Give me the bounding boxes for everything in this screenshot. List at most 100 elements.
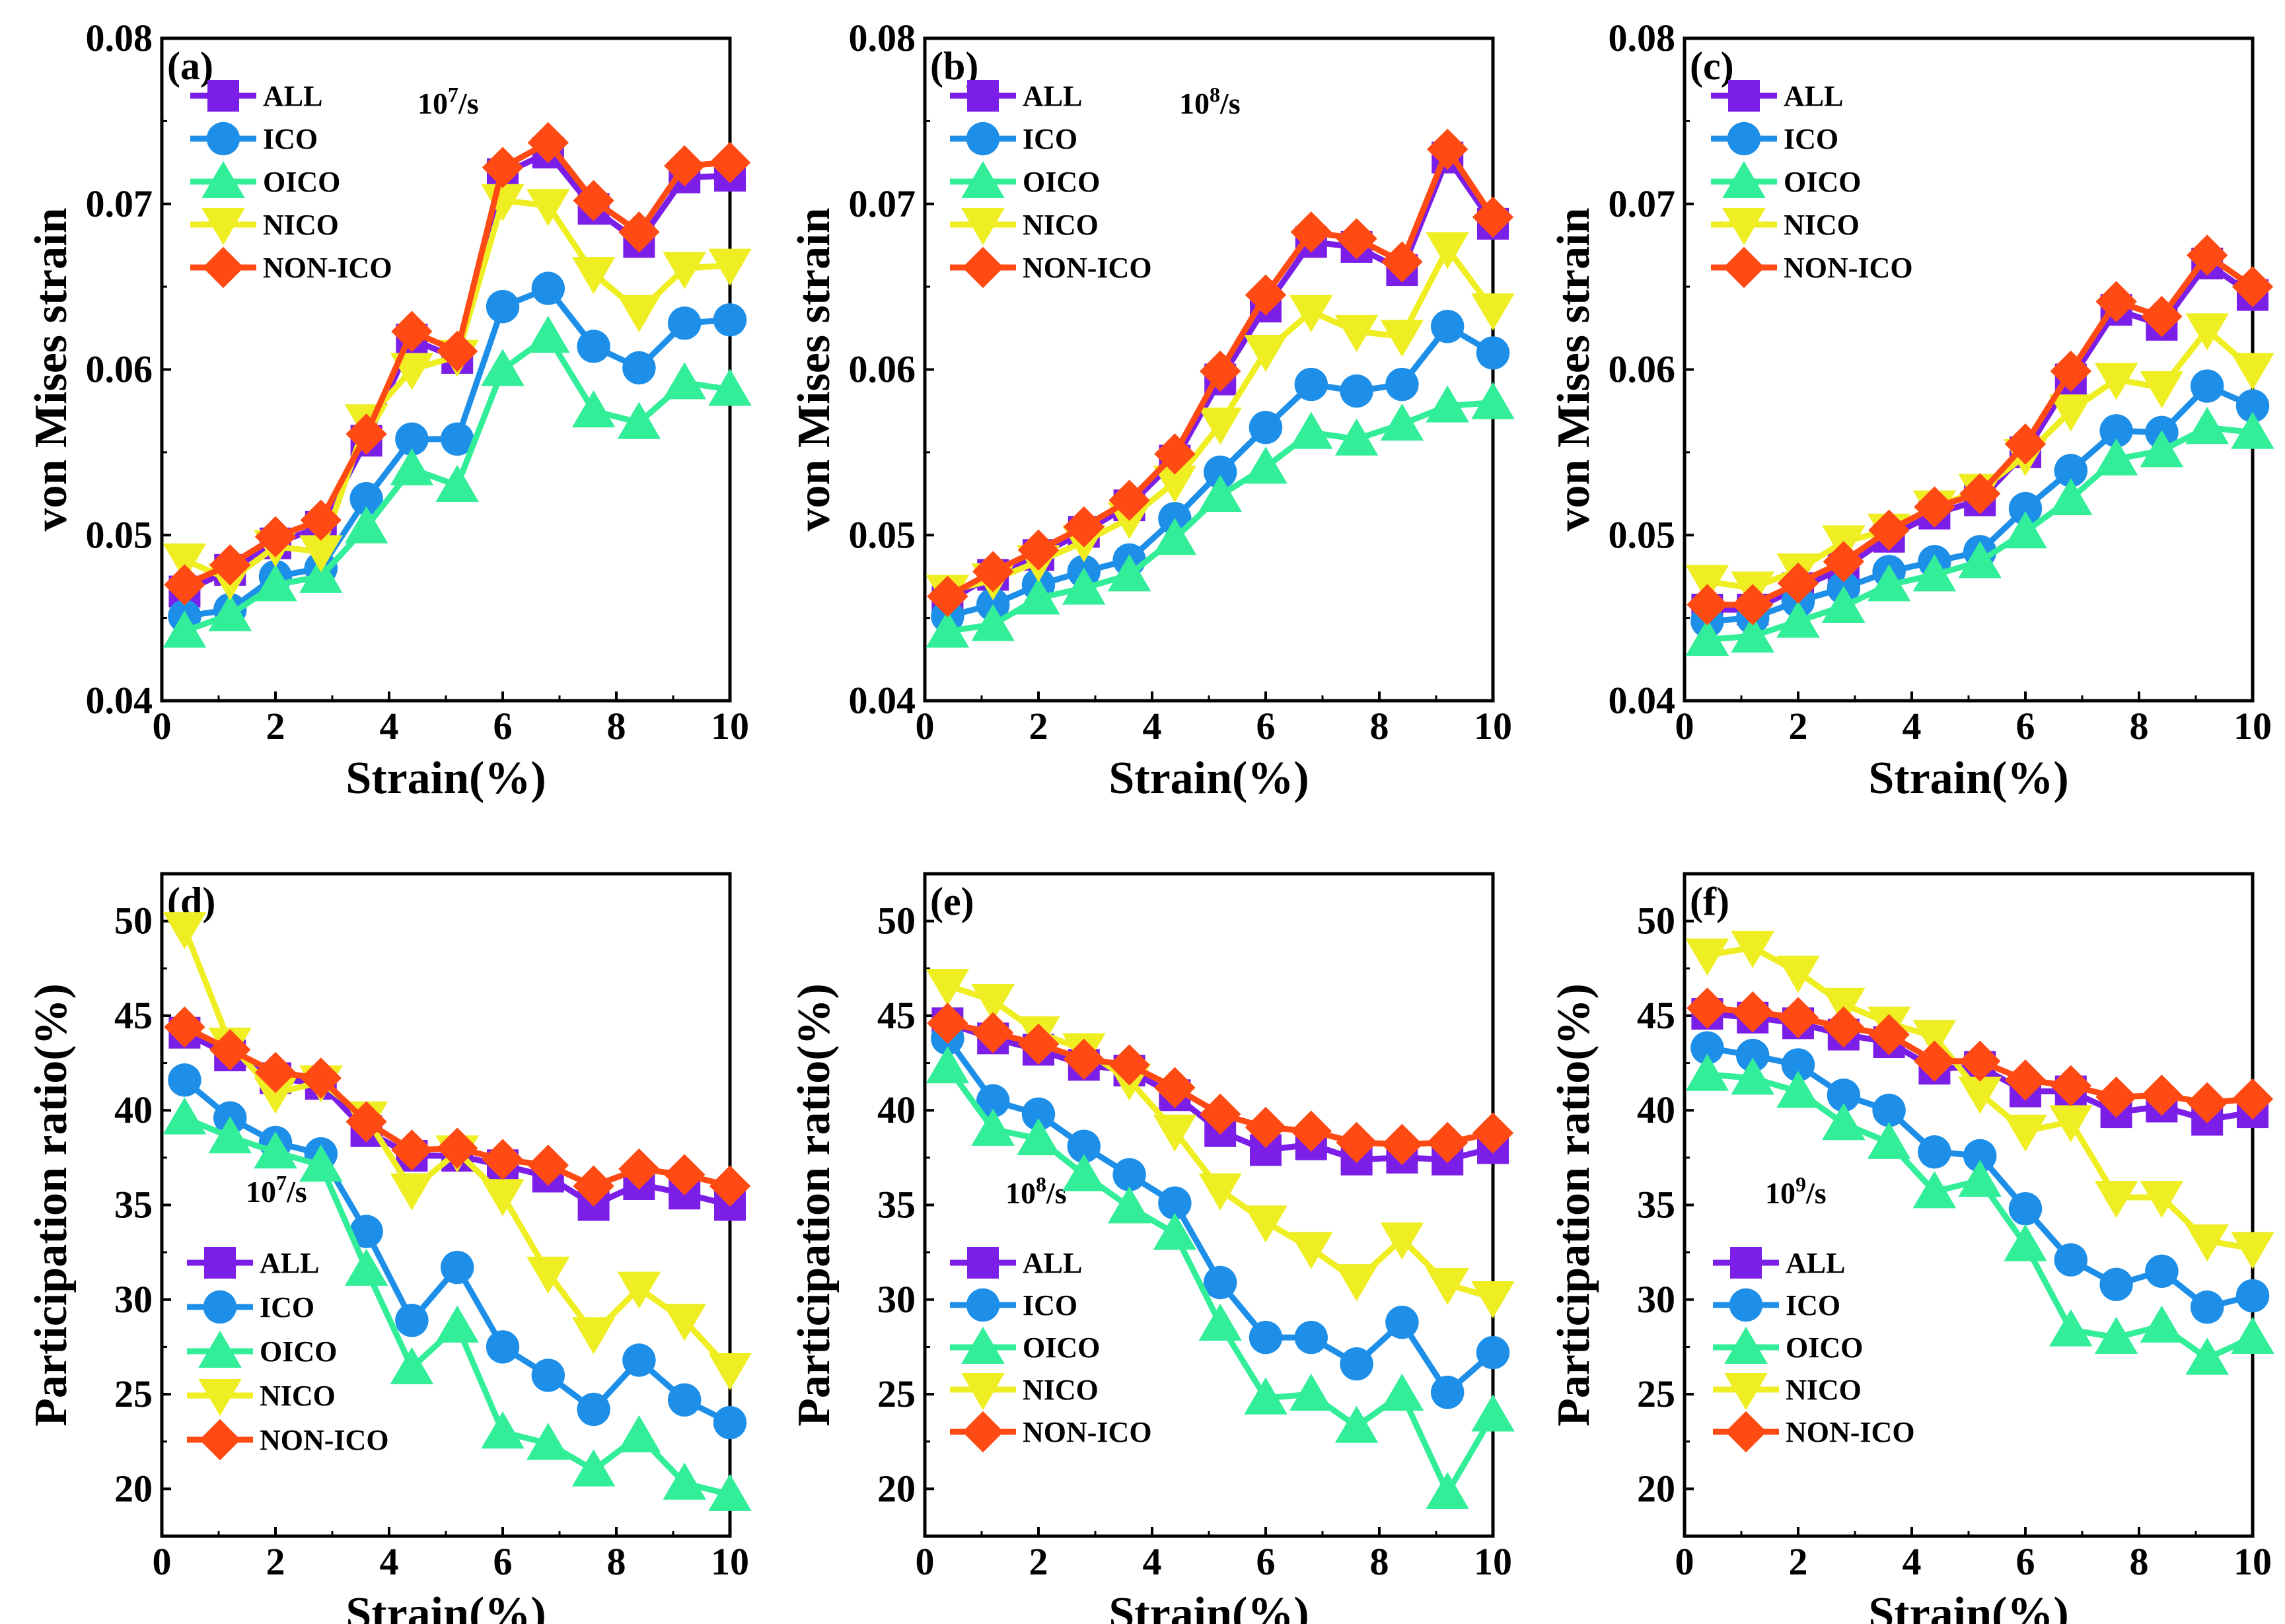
data-point-oico [617, 1415, 661, 1453]
y-axis-label: von Mises strain [26, 208, 77, 532]
data-point-non-ico [573, 1165, 614, 1207]
data-point-non-ico [1381, 1123, 1423, 1165]
data-point-nico [571, 1317, 616, 1355]
data-point-nico [2004, 1114, 2047, 1152]
data-point-ico [2099, 414, 2133, 448]
legend-marker [967, 1247, 999, 1279]
legend-label: ALL [1786, 1247, 1845, 1279]
legend-marker [1723, 246, 1765, 289]
data-point-ico [1112, 1158, 1146, 1191]
data-point-oico [1426, 1471, 1469, 1510]
data-point-non-ico [1108, 1044, 1150, 1086]
data-point-nico [1198, 1173, 1242, 1211]
data-point-non-ico [1290, 211, 1332, 253]
data-point-nico [1776, 956, 1820, 993]
data-point-ico [577, 330, 610, 363]
data-point-ico [2008, 491, 2043, 526]
data-point-nico [1685, 565, 1729, 602]
legend-marker [201, 160, 245, 198]
y-tick-label: 0.08 [86, 17, 153, 59]
data-point-non-ico [1063, 506, 1105, 547]
data-point-oico [2004, 511, 2047, 549]
data-point-non-ico [2004, 423, 2047, 465]
data-point-oico [1958, 541, 2002, 579]
data-point-ico [1067, 1129, 1101, 1163]
data-point-ico [168, 1063, 201, 1097]
data-point-nico [2094, 363, 2138, 400]
data-point-ico [1294, 367, 1328, 402]
x-tick-label: 6 [493, 705, 513, 748]
y-tick-label: 45 [877, 994, 916, 1037]
data-point-nico [163, 912, 207, 950]
data-point-oico [1244, 1377, 1288, 1415]
y-tick-label: 25 [114, 1372, 153, 1415]
data-point-non-ico [1868, 509, 1910, 551]
y-tick-label: 30 [877, 1278, 916, 1321]
data-point-oico [299, 1145, 343, 1182]
data-point-nico [163, 543, 207, 581]
y-tick-label: 30 [1637, 1278, 1675, 1321]
data-point-ico [1249, 411, 1283, 444]
data-point-oico [2231, 1316, 2274, 1355]
data-point-non-ico [2141, 296, 2183, 337]
data-point-oico [481, 1411, 525, 1449]
data-point-oico [1731, 1057, 1774, 1095]
data-point-oico [1471, 382, 1515, 419]
rate-exponent: 8 [1210, 83, 1220, 106]
data-point-nico [2049, 1105, 2093, 1143]
rate-exponent: 7 [276, 1171, 287, 1195]
legend-marker [202, 246, 244, 289]
x-tick-label: 8 [607, 705, 626, 748]
data-point-nico [925, 969, 970, 1006]
data-point-non-ico [482, 147, 524, 188]
data-point-non-ico [664, 145, 706, 187]
data-point-oico [344, 1248, 388, 1286]
legend-label: ALL [1023, 80, 1082, 112]
legend-marker [1725, 1411, 1767, 1453]
data-point-oico [1380, 404, 1424, 441]
strain-rate-label: 109/s [1765, 1172, 1827, 1210]
legend-label: ICO [1023, 123, 1077, 155]
data-point-oico [708, 1473, 752, 1511]
data-point-oico [1153, 518, 1197, 555]
y-tick-label: 0.05 [849, 513, 916, 556]
legend-marker [206, 122, 240, 156]
data-point-ico [1340, 1347, 1373, 1381]
data-point-ico [667, 306, 702, 340]
data-point-nico [1244, 1205, 1288, 1243]
strain-rate-label: 108/s [1005, 1172, 1067, 1210]
data-point-non-ico [391, 1129, 433, 1171]
strain-rate-label: 107/s [246, 1171, 307, 1209]
legend-label: NON-ICO [1786, 1416, 1915, 1448]
data-point-oico [1776, 600, 1820, 638]
legend-label: ICO [1023, 1289, 1077, 1322]
data-point-non-ico [1823, 1006, 1864, 1048]
data-point-oico [526, 1423, 570, 1460]
data-point-oico [1685, 1053, 1729, 1091]
x-tick-label: 6 [493, 1540, 513, 1583]
data-point-oico [1334, 1405, 1379, 1443]
data-point-nico [1289, 1232, 1333, 1269]
legend-marker [1729, 1288, 1763, 1322]
x-tick-label: 10 [2233, 1540, 2272, 1583]
data-point-non-ico [1777, 562, 1819, 604]
data-point-oico [1107, 554, 1151, 592]
data-point-nico [1380, 1222, 1424, 1260]
legend-label: ICO [263, 123, 318, 155]
data-point-ico [1476, 1335, 1510, 1370]
x-tick-label: 0 [916, 705, 935, 748]
legend-label: OICO [1023, 1331, 1100, 1364]
y-tick-label: 45 [1637, 994, 1675, 1037]
legend-marker [1728, 80, 1760, 112]
legend-label: OICO [1786, 1331, 1863, 1364]
data-point-non-ico [927, 1003, 968, 1044]
chart-panel-5: 0 2 4 6 8 1020253035404550Strain(%)Participat… [789, 872, 1515, 1624]
data-point-non-ico [2187, 234, 2228, 276]
data-point-oico [1289, 411, 1333, 449]
y-tick-label: 50 [877, 900, 916, 942]
data-point-non-ico [927, 575, 968, 618]
data-point-ico [713, 1405, 747, 1440]
legend-marker [961, 1373, 1005, 1411]
x-tick-label: 0 [1675, 705, 1694, 748]
legend-label: NICO [1786, 1374, 1862, 1406]
